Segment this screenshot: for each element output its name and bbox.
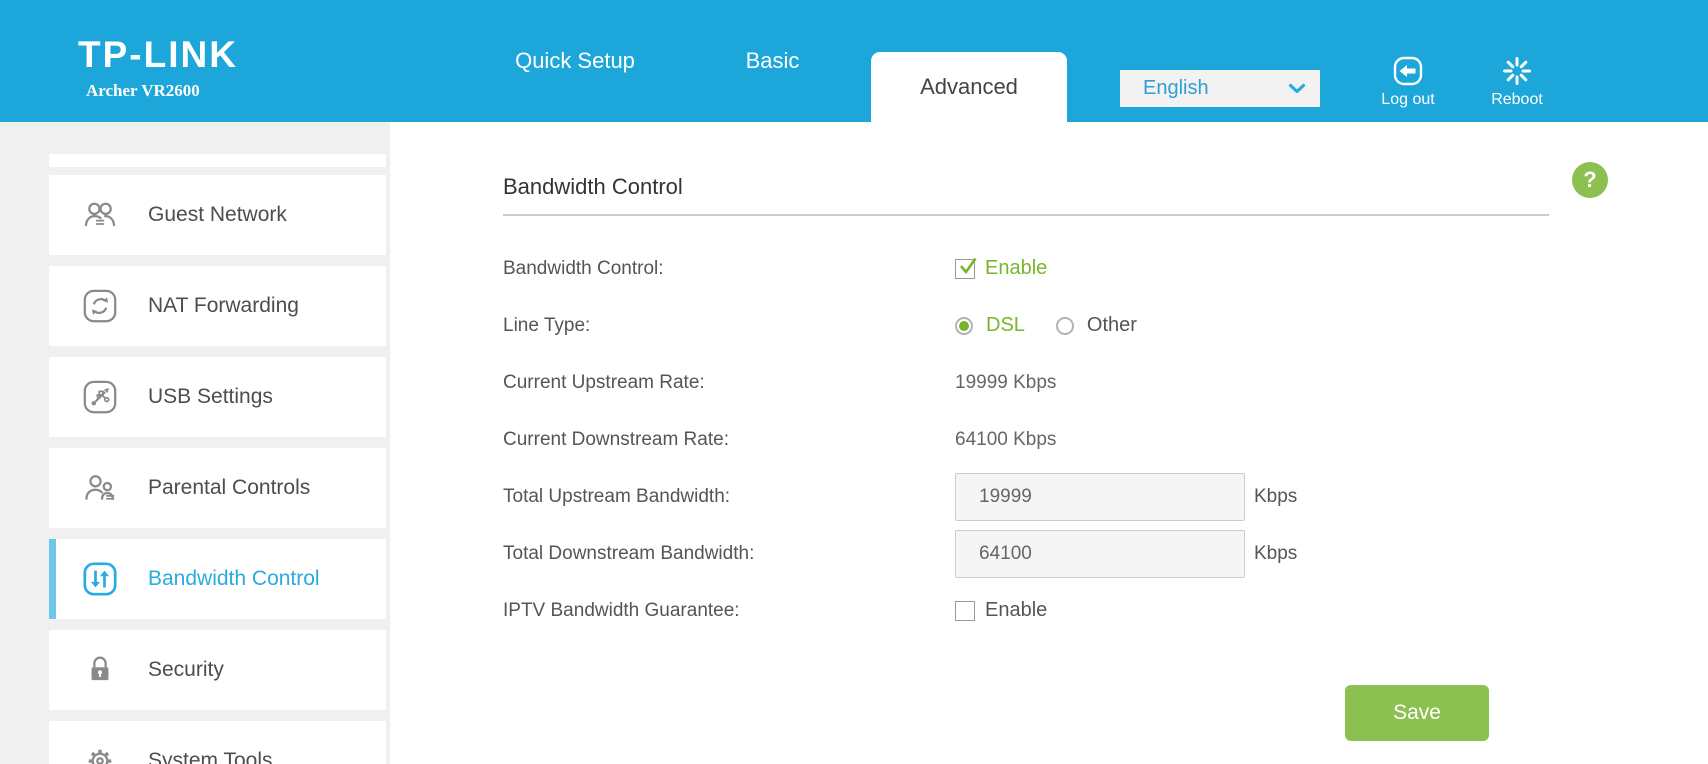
system-tools-icon	[82, 743, 118, 764]
nat-forwarding-icon	[82, 288, 118, 324]
sidebar-item-label: Guest Network	[148, 203, 287, 226]
guest-network-icon	[82, 197, 118, 233]
bandwidth-control-enable-checkbox[interactable]	[955, 257, 977, 279]
reboot-icon	[1500, 52, 1534, 90]
logout-label: Log out	[1381, 91, 1435, 108]
current-upstream-value: 19999 Kbps	[955, 371, 1057, 393]
reboot-button[interactable]: Reboot	[1474, 52, 1560, 109]
current-downstream-label: Current Downstream Rate:	[503, 428, 729, 450]
total-upstream-unit: Kbps	[1254, 485, 1298, 507]
bandwidth-control-enable-label: Enable	[985, 257, 1048, 279]
question-mark-icon: ?	[1583, 167, 1597, 192]
line-type-dsl-label: DSL	[986, 314, 1025, 336]
sidebar-item-parental-controls[interactable]: Parental Controls	[49, 448, 386, 528]
sidebar-item-usb-settings[interactable]: USB Settings	[49, 357, 386, 437]
row-current-upstream: Current Upstream Rate: 19999 Kbps	[503, 354, 1708, 411]
total-upstream-input[interactable]	[955, 472, 1245, 521]
current-downstream-value: 64100 Kbps	[955, 428, 1057, 450]
sidebar-item-label: System Tools	[148, 749, 273, 764]
tab-advanced[interactable]: Advanced	[871, 52, 1067, 122]
active-item-indicator	[49, 539, 56, 619]
iptv-guarantee-label: IPTV Bandwidth Guarantee:	[503, 599, 740, 621]
total-downstream-input[interactable]	[955, 529, 1245, 578]
security-icon	[82, 652, 118, 688]
line-type-other-radio[interactable]	[1055, 316, 1074, 335]
line-type-label: Line Type:	[503, 314, 591, 336]
parental-controls-icon	[82, 470, 118, 506]
sidebar-item-security[interactable]: Security	[49, 630, 386, 710]
reboot-label: Reboot	[1491, 91, 1543, 108]
title-divider	[503, 214, 1549, 216]
usb-settings-icon	[82, 379, 118, 415]
row-iptv-guarantee: IPTV Bandwidth Guarantee: Enable	[503, 582, 1708, 639]
help-button[interactable]: ?	[1572, 162, 1608, 198]
bandwidth-control-icon	[82, 561, 118, 597]
tab-quick-setup-label: Quick Setup	[515, 48, 635, 73]
row-total-downstream: Total Downstream Bandwidth: Kbps	[503, 525, 1708, 582]
row-line-type: Line Type: DSL Other	[503, 297, 1708, 354]
page-title: Bandwidth Control	[503, 174, 683, 199]
row-current-downstream: Current Downstream Rate: 64100 Kbps	[503, 411, 1708, 468]
language-select[interactable]: English	[1120, 70, 1320, 107]
sidebar-item-bandwidth-control[interactable]: Bandwidth Control	[49, 539, 386, 619]
sidebar-item-nat-forwarding[interactable]: NAT Forwarding	[49, 266, 386, 346]
total-downstream-label: Total Downstream Bandwidth:	[503, 542, 755, 564]
total-upstream-label: Total Upstream Bandwidth:	[503, 485, 731, 507]
sidebar-item-label: Bandwidth Control	[148, 567, 320, 590]
tab-basic[interactable]: Basic	[705, 0, 840, 122]
total-downstream-unit: Kbps	[1254, 542, 1298, 564]
sidebar-item-partial-top[interactable]	[49, 154, 386, 167]
top-header: TP-LINK Archer VR2600 Quick Setup Basic …	[0, 0, 1708, 122]
sidebar-item-system-tools[interactable]: System Tools	[49, 721, 386, 764]
tab-quick-setup[interactable]: Quick Setup	[460, 0, 690, 122]
chevron-down-icon	[1288, 83, 1306, 95]
logout-button[interactable]: Log out	[1365, 52, 1451, 109]
save-button[interactable]: Save	[1345, 685, 1489, 741]
row-bandwidth-control: Bandwidth Control: Enable	[503, 240, 1708, 297]
main-content: Bandwidth Control ? Bandwidth Control: E…	[390, 122, 1708, 764]
language-selected-value: English	[1143, 77, 1209, 99]
model-name: Archer VR2600	[86, 81, 200, 100]
logout-icon	[1391, 52, 1425, 90]
current-upstream-label: Current Upstream Rate:	[503, 371, 705, 393]
tab-basic-label: Basic	[745, 48, 800, 73]
sidebar-item-label: USB Settings	[148, 385, 273, 408]
row-total-upstream: Total Upstream Bandwidth: Kbps	[503, 468, 1708, 525]
sidebar-item-label: NAT Forwarding	[148, 294, 299, 317]
iptv-enable-label: Enable	[985, 599, 1048, 621]
sidebar-nav: Guest Network NAT Forwarding	[0, 122, 390, 764]
iptv-enable-checkbox[interactable]	[955, 600, 975, 621]
sidebar-item-guest-network[interactable]: Guest Network	[49, 175, 386, 255]
line-type-dsl-radio[interactable]	[955, 316, 973, 335]
bandwidth-control-label: Bandwidth Control:	[503, 257, 664, 279]
tab-advanced-label: Advanced	[920, 74, 1018, 99]
brand-logo: TP-LINK	[78, 34, 238, 75]
checkmark-icon	[960, 257, 977, 274]
line-type-other-label: Other	[1086, 314, 1137, 336]
sidebar-item-label: Security	[148, 658, 224, 681]
sidebar-item-label: Parental Controls	[148, 476, 311, 499]
